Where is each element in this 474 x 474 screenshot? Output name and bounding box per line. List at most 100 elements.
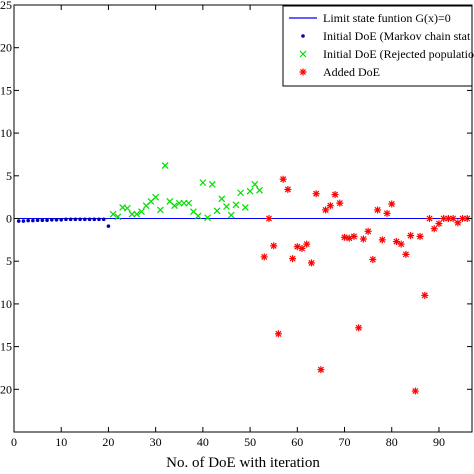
data-point bbox=[411, 387, 419, 395]
data-point bbox=[31, 218, 35, 223]
x-tick-label: 30 bbox=[150, 435, 162, 449]
y-tick-label: 25 bbox=[0, 0, 12, 12]
data-point bbox=[213, 207, 221, 215]
data-point bbox=[161, 162, 169, 169]
data-point bbox=[402, 250, 410, 258]
data-point bbox=[138, 208, 145, 216]
x-tick-label: 90 bbox=[433, 435, 445, 449]
data-point bbox=[152, 193, 160, 201]
data-point bbox=[40, 218, 45, 223]
y-tick-label: 5 bbox=[6, 254, 12, 268]
data-point bbox=[49, 217, 54, 222]
data-point bbox=[35, 218, 40, 223]
legend-entry-label: Limit state funtion G(x)=0 bbox=[323, 11, 451, 25]
legend-entry-label: Initial DoE (Markov chain stat bbox=[323, 29, 471, 43]
series-1 bbox=[109, 162, 263, 222]
data-point bbox=[133, 210, 141, 218]
legend-entry-label: Added DoE bbox=[323, 65, 380, 79]
y-tick-label: 10 bbox=[0, 126, 12, 140]
data-point bbox=[156, 206, 164, 214]
data-point bbox=[279, 175, 287, 183]
data-point bbox=[64, 217, 68, 222]
data-point bbox=[114, 213, 122, 221]
data-point bbox=[265, 215, 273, 222]
data-point bbox=[421, 291, 429, 299]
data-point bbox=[223, 203, 230, 210]
data-point bbox=[218, 195, 226, 203]
x-tick-label: 70 bbox=[339, 435, 351, 449]
data-point bbox=[109, 210, 117, 218]
data-point bbox=[350, 232, 358, 240]
data-point bbox=[331, 191, 339, 199]
data-point bbox=[274, 330, 282, 338]
data-point bbox=[101, 217, 106, 222]
chart-marks bbox=[14, 162, 472, 395]
legend-entry-label: Initial DoE (Rejected populatio bbox=[323, 47, 474, 61]
data-point bbox=[341, 233, 349, 241]
data-point bbox=[227, 211, 235, 219]
x-tick-label: 20 bbox=[102, 435, 114, 449]
y-tick-label: 20 bbox=[0, 41, 12, 55]
data-point bbox=[237, 189, 245, 197]
data-point bbox=[317, 366, 325, 374]
data-point bbox=[289, 255, 297, 263]
data-point bbox=[355, 324, 363, 332]
data-point bbox=[336, 199, 344, 207]
series-2 bbox=[260, 175, 471, 395]
data-point bbox=[388, 200, 396, 208]
x-tick-label: 80 bbox=[386, 435, 398, 449]
data-point bbox=[260, 253, 268, 261]
data-point bbox=[16, 219, 21, 223]
data-point bbox=[21, 219, 26, 223]
y-tick-label: 0 bbox=[6, 212, 12, 226]
data-point bbox=[435, 220, 443, 228]
data-point bbox=[246, 187, 254, 195]
series-0 bbox=[16, 217, 111, 228]
y-tick-label: 20 bbox=[0, 382, 12, 396]
data-point bbox=[199, 179, 207, 187]
x-axis-label: No. of DoE with iteration bbox=[166, 455, 320, 471]
data-point bbox=[97, 217, 101, 222]
data-point bbox=[87, 217, 92, 222]
data-point bbox=[369, 255, 377, 263]
y-tick-label: 5 bbox=[6, 169, 12, 183]
y-tick-label: 15 bbox=[0, 83, 12, 97]
x-tick-label: 0 bbox=[11, 435, 17, 449]
data-point bbox=[204, 214, 212, 222]
data-point bbox=[232, 201, 240, 209]
data-point bbox=[92, 217, 97, 222]
data-point bbox=[284, 185, 292, 193]
x-tick-label: 50 bbox=[244, 435, 256, 449]
data-point bbox=[45, 218, 49, 223]
data-point bbox=[454, 219, 462, 227]
data-point bbox=[407, 232, 415, 240]
data-point bbox=[54, 217, 59, 222]
data-point bbox=[83, 217, 87, 222]
data-point bbox=[397, 240, 405, 248]
data-point bbox=[256, 186, 263, 194]
data-point bbox=[73, 217, 78, 222]
data-point bbox=[426, 215, 434, 222]
data-point bbox=[270, 242, 278, 250]
data-point bbox=[303, 240, 311, 248]
data-point bbox=[312, 190, 320, 198]
data-point bbox=[208, 180, 216, 188]
data-point bbox=[430, 225, 438, 233]
data-point bbox=[78, 217, 82, 222]
data-point bbox=[383, 209, 391, 217]
data-point bbox=[326, 202, 334, 210]
data-point bbox=[194, 212, 202, 220]
data-point bbox=[185, 199, 193, 207]
legend-box bbox=[282, 5, 473, 87]
legend-marker-swatch bbox=[299, 68, 307, 76]
data-point bbox=[378, 236, 386, 244]
data-point bbox=[241, 203, 249, 211]
x-tick-label: 60 bbox=[291, 435, 303, 449]
data-point bbox=[26, 218, 30, 223]
legend-marker-swatch bbox=[299, 50, 307, 58]
data-point bbox=[307, 259, 315, 267]
data-point bbox=[298, 244, 306, 252]
data-point bbox=[106, 224, 111, 228]
